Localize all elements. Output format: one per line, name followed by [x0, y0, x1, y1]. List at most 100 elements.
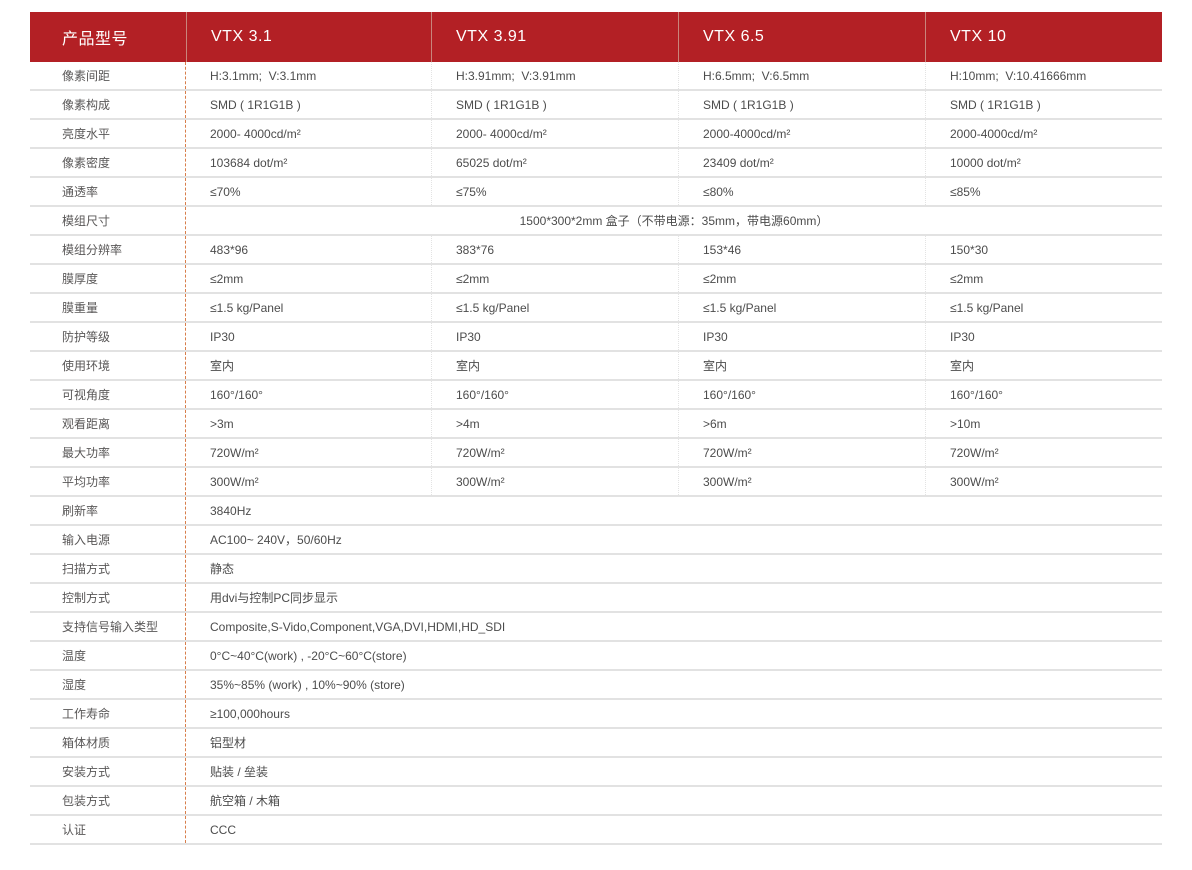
- spec-value: 160°/160°: [678, 381, 925, 408]
- table-row: 温度 0°C~40°C(work) , -20°C~60°C(store): [30, 642, 1162, 671]
- table-row: 模组尺寸 1500*300*2mm 盒子（不带电源：35mm，带电源60mm）: [30, 207, 1162, 236]
- spec-value: SMD ( 1R1G1B ): [925, 91, 1162, 118]
- row-label: 箱体材质: [30, 729, 186, 756]
- spec-value: 300W/m²: [925, 468, 1162, 495]
- spec-value: 10000 dot/m²: [925, 149, 1162, 176]
- spec-value: 720W/m²: [678, 439, 925, 466]
- spec-value: 2000- 4000cd/m²: [210, 126, 301, 141]
- table-body: 像素间距 H:3.1mm; V:3.1mm H:3.91mm; V:3.91mm H:…: [30, 62, 1162, 845]
- spec-value: 720W/m²: [431, 439, 678, 466]
- row-label: 防护等级: [30, 323, 186, 350]
- header-model: VTX 3.91: [431, 12, 678, 62]
- spec-value: 300W/m²: [678, 468, 925, 495]
- spec-value: SMD ( 1R1G1B ): [431, 91, 678, 118]
- spec-value: Composite,S-Vido,Component,VGA,DVI,HDMI,…: [210, 619, 506, 634]
- spec-value: >10m: [925, 410, 1162, 437]
- spec-value: ≤85%: [925, 178, 1162, 205]
- table-row: 输入电源 AC100~ 240V，50/60Hz: [30, 526, 1162, 555]
- table-row: 工作寿命 ≥100,000hours: [30, 700, 1162, 729]
- spec-value: 35%~85% (work) , 10%~90% (store): [210, 677, 405, 692]
- spec-value: 铝型材: [210, 736, 247, 750]
- row-label: 认证: [30, 816, 186, 843]
- table-row: 像素间距 H:3.1mm; V:3.1mm H:3.91mm; V:3.91mm H:…: [30, 62, 1162, 91]
- row-label: 支持信号输入类型: [30, 613, 186, 640]
- row-label: 最大功率: [30, 439, 186, 466]
- spec-value: H:6.5mm; V:6.5mm: [678, 62, 925, 89]
- spec-value: 300W/m²: [431, 468, 678, 495]
- spec-value: 160°/160°: [431, 381, 678, 408]
- spec-value: CCC: [210, 822, 236, 837]
- row-label: 湿度: [30, 671, 186, 698]
- row-label: 控制方式: [30, 584, 186, 611]
- row-label: 模组尺寸: [30, 207, 186, 234]
- table-row: 湿度 35%~85% (work) , 10%~90% (store): [30, 671, 1162, 700]
- spec-value: H:3.1mm; V:3.1mm: [210, 68, 317, 83]
- spec-value: SMD ( 1R1G1B ): [678, 91, 925, 118]
- spec-value: 23409 dot/m²: [678, 149, 925, 176]
- spec-value: 65025 dot/m²: [431, 149, 678, 176]
- table-row: 平均功率 300W/m² 300W/m² 300W/m² 300W/m²: [30, 468, 1162, 497]
- spec-value: IP30: [678, 323, 925, 350]
- spec-value: 150*30: [925, 236, 1162, 263]
- spec-value: AC100~ 240V，50/60Hz: [210, 533, 342, 547]
- header-model: VTX 10: [925, 12, 1162, 62]
- table-row: 模组分辨率 483*96 383*76 153*46 150*30: [30, 236, 1162, 265]
- product-spec-table: 产品型号 VTX 3.1 VTX 3.91 VTX 6.5 VTX 10 像素间距 H:…: [30, 12, 1162, 845]
- spec-value: 160°/160°: [925, 381, 1162, 408]
- row-label: 扫描方式: [30, 555, 186, 582]
- row-label: 工作寿命: [30, 700, 186, 727]
- row-label: 安装方式: [30, 758, 186, 785]
- spec-value: IP30: [431, 323, 678, 350]
- table-row: 刷新率 3840Hz: [30, 497, 1162, 526]
- spec-value: 2000- 4000cd/m²: [431, 120, 678, 147]
- row-label: 使用环境: [30, 352, 186, 379]
- spec-value: ≤2mm: [431, 265, 678, 292]
- table-row: 像素构成 SMD ( 1R1G1B ) SMD ( 1R1G1B ) SMD ( 1R…: [30, 91, 1162, 120]
- spec-value: 383*76: [431, 236, 678, 263]
- spec-value: 0°C~40°C(work) , -20°C~60°C(store): [210, 648, 407, 663]
- spec-value: 2000-4000cd/m²: [925, 120, 1162, 147]
- spec-value: 160°/160°: [210, 387, 263, 402]
- row-label: 像素间距: [30, 62, 186, 89]
- spec-value: ≤1.5 kg/Panel: [431, 294, 678, 321]
- spec-value: ≥100,000hours: [210, 706, 290, 721]
- table-row: 亮度水平 2000- 4000cd/m² 2000- 4000cd/m² 2000-4…: [30, 120, 1162, 149]
- spec-value: 3840Hz: [210, 503, 252, 518]
- spec-value: SMD ( 1R1G1B ): [210, 97, 301, 112]
- spec-value: ≤1.5 kg/Panel: [925, 294, 1162, 321]
- spec-value: 航空箱 / 木箱: [210, 794, 281, 808]
- table-row: 扫描方式 静态: [30, 555, 1162, 584]
- table-row: 膜重量 ≤1.5 kg/Panel ≤1.5 kg/Panel ≤1.5 kg/Pan…: [30, 294, 1162, 323]
- row-label: 包装方式: [30, 787, 186, 814]
- spec-value: H:3.91mm; V:3.91mm: [431, 62, 678, 89]
- table-row: 最大功率 720W/m² 720W/m² 720W/m² 720W/m²: [30, 439, 1162, 468]
- spec-value: 室内: [678, 352, 925, 379]
- row-label: 膜厚度: [30, 265, 186, 292]
- spec-value: 室内: [925, 352, 1162, 379]
- table-row: 防护等级 IP30 IP30 IP30 IP30: [30, 323, 1162, 352]
- table-row: 箱体材质 铝型材: [30, 729, 1162, 758]
- spec-value: 室内: [210, 359, 235, 373]
- spec-value: ≤75%: [431, 178, 678, 205]
- table-row: 支持信号输入类型 Composite,S-Vido,Component,VGA,D…: [30, 613, 1162, 642]
- row-label: 输入电源: [30, 526, 186, 553]
- table-row: 认证 CCC: [30, 816, 1162, 845]
- table-row: 控制方式 用dvi与控制PC同步显示: [30, 584, 1162, 613]
- spec-value: 300W/m²: [210, 474, 259, 489]
- spec-value: 153*46: [678, 236, 925, 263]
- spec-value: 室内: [431, 352, 678, 379]
- spec-value: ≤80%: [678, 178, 925, 205]
- spec-value: ≤1.5 kg/Panel: [678, 294, 925, 321]
- row-label: 模组分辨率: [30, 236, 186, 263]
- header-model: VTX 3.1: [186, 12, 431, 62]
- row-label: 像素密度: [30, 149, 186, 176]
- spec-value: ≤2mm: [210, 271, 244, 286]
- row-label: 亮度水平: [30, 120, 186, 147]
- spec-value: 483*96: [210, 242, 249, 257]
- table-row: 像素密度 103684 dot/m² 65025 dot/m² 23409 dot/m…: [30, 149, 1162, 178]
- table-row: 观看距离 >3m >4m >6m >10m: [30, 410, 1162, 439]
- row-label: 平均功率: [30, 468, 186, 495]
- table-row: 可视角度 160°/160° 160°/160° 160°/160° 160°/160°: [30, 381, 1162, 410]
- spec-value: >3m: [210, 416, 234, 431]
- spec-value: >4m: [431, 410, 678, 437]
